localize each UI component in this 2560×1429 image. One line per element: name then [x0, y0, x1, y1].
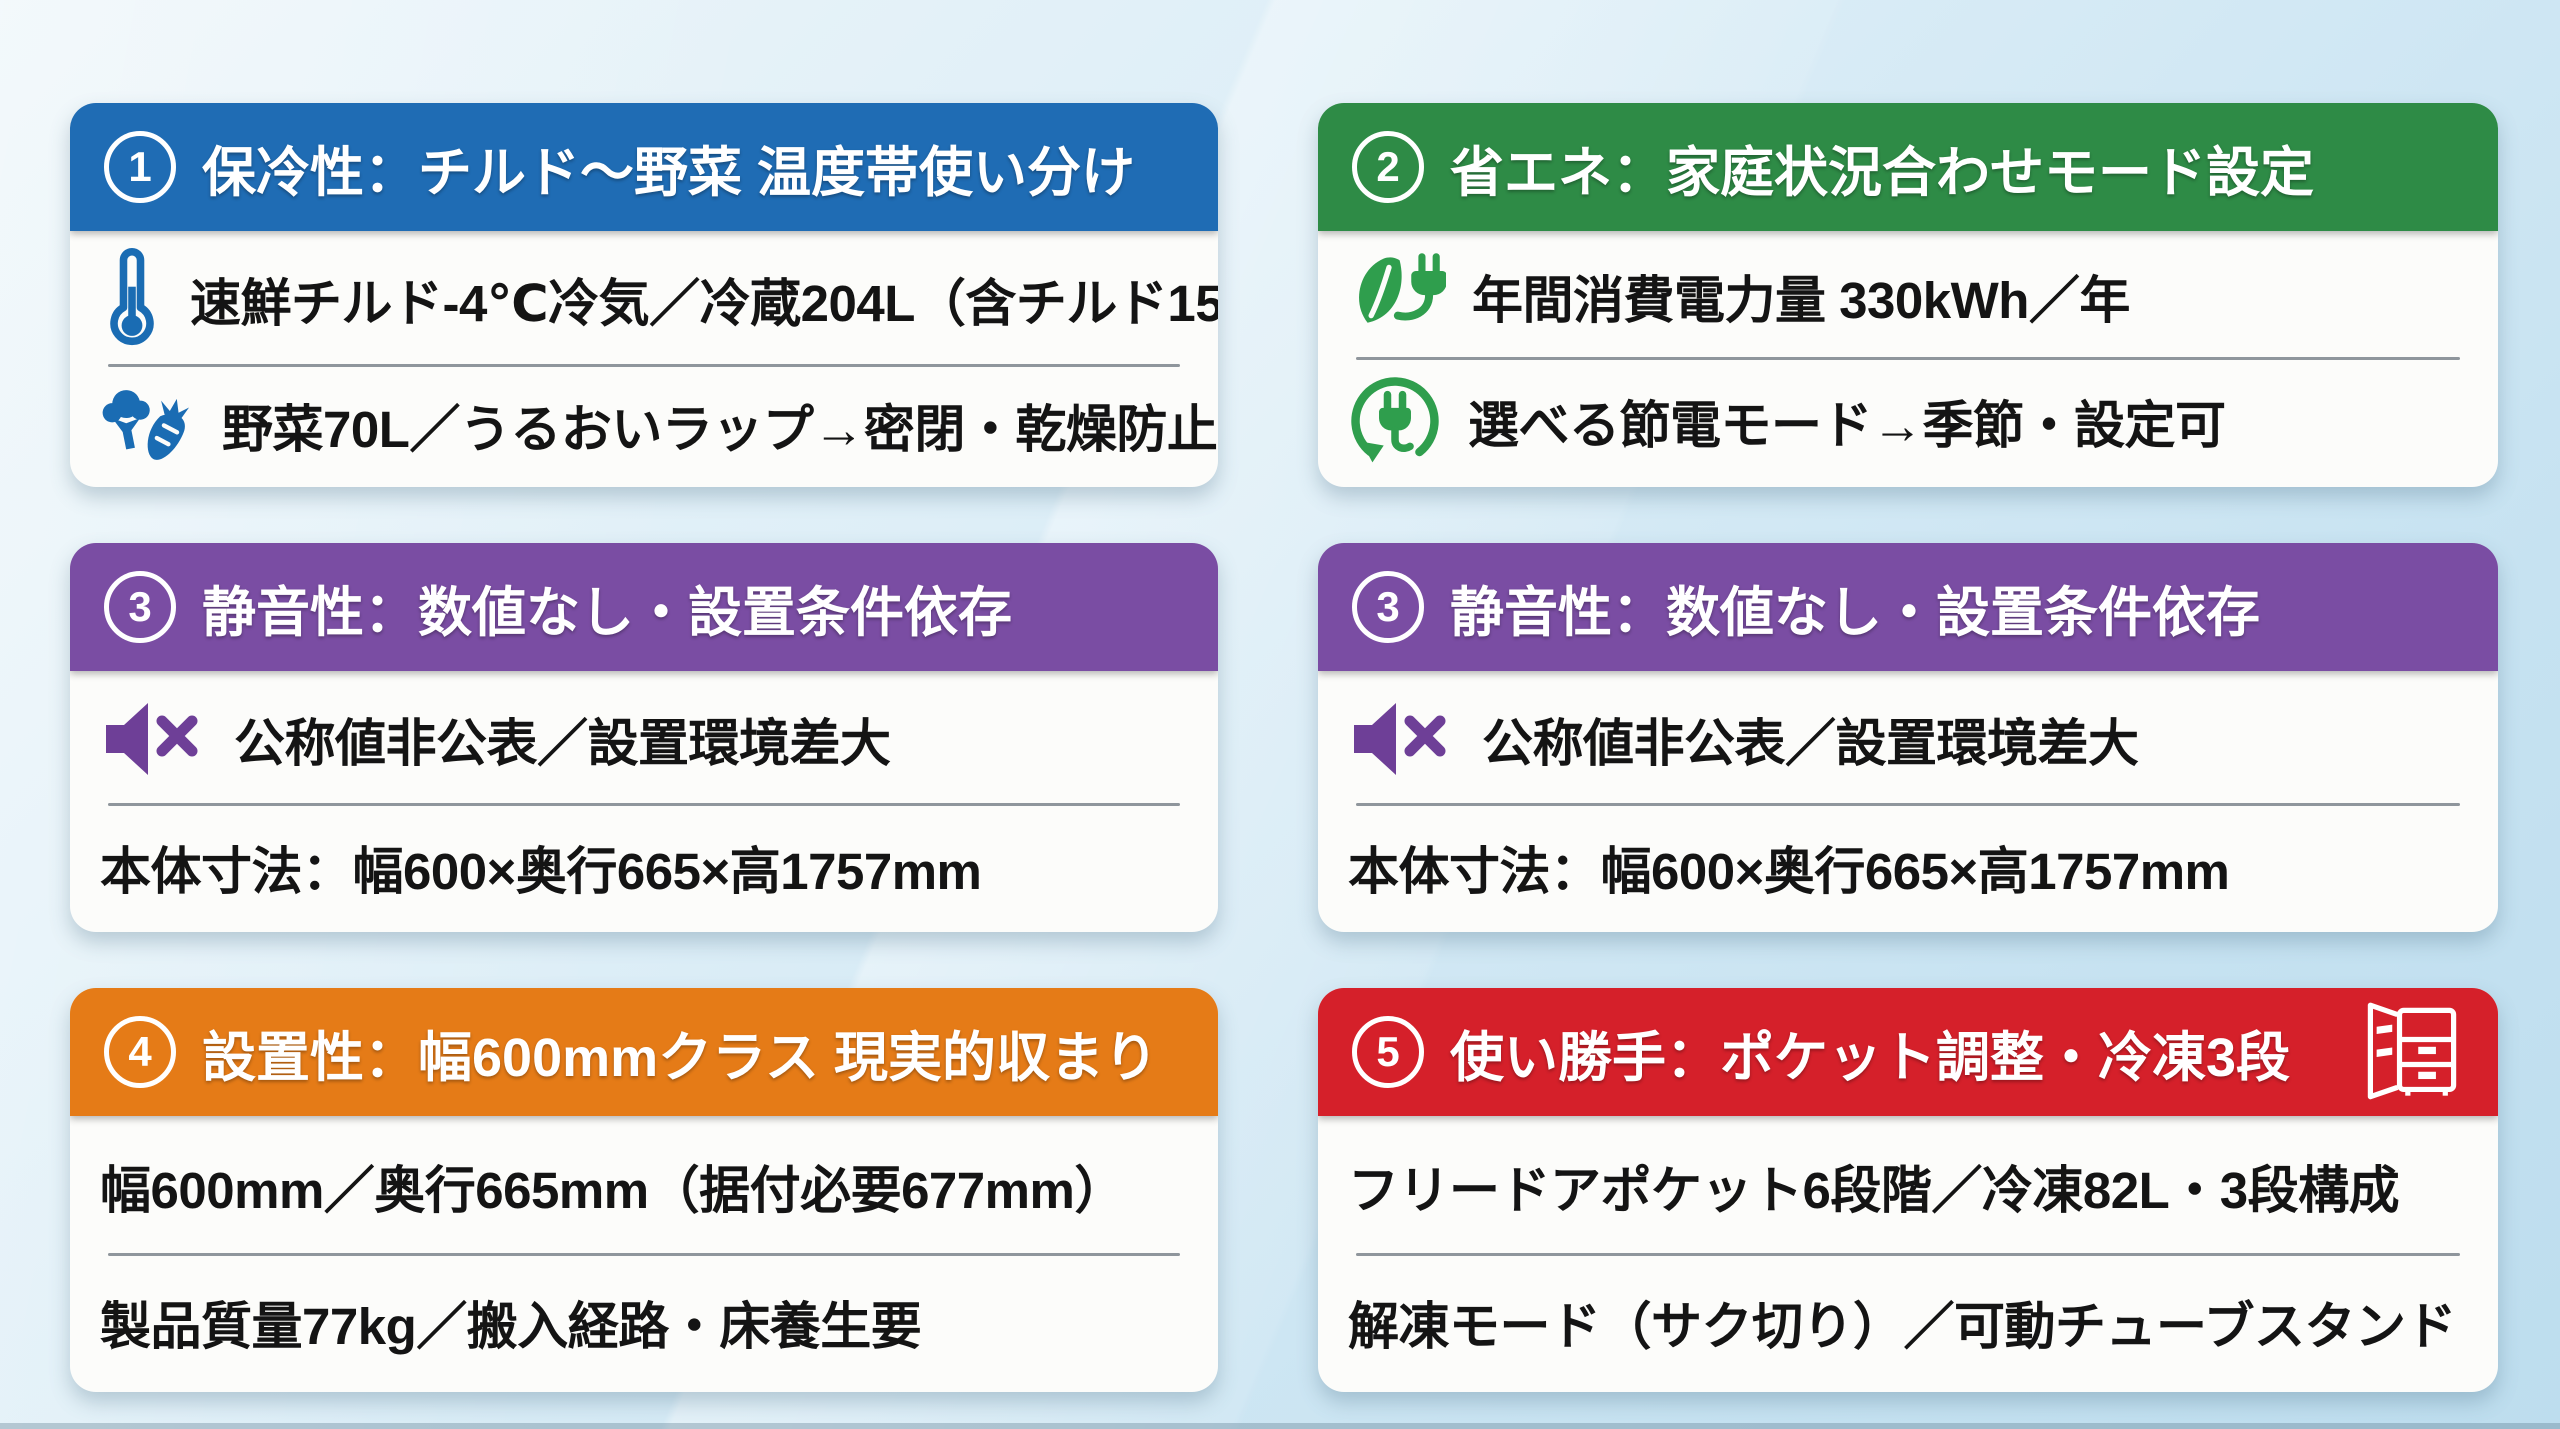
vegetables-icon	[100, 379, 196, 471]
card-title: 設置性：幅600mmクラス 現実的収まり	[202, 1027, 1159, 1088]
card-title: 使い勝手：ポケット調整・冷凍3段	[1450, 1027, 2291, 1088]
circled-number: 4	[104, 1016, 176, 1088]
card-usability-body: フリードアポケット6段階／冷凍82L・3段構成 解凍モード（サク切り）／可動チュ…	[1318, 1116, 2498, 1392]
card-quietness-right: 3 静音性：数値なし・設置条件依存 公称値非公表／設置環境差大 本体寸法：幅60…	[1318, 543, 2498, 932]
card-cooling-body: 速鮮チルド-4℃冷気／冷蔵204L（含チルド15L）	[70, 231, 1218, 487]
feature-text: 公称値非公表／設置環境差大	[234, 715, 891, 772]
refrigerator-open-door-icon	[2360, 1000, 2464, 1104]
speaker-mute-icon	[1348, 699, 1456, 779]
card-quietness-header: 3 静音性：数値なし・設置条件依存	[1318, 543, 2498, 671]
card-installability-header: 4 設置性：幅600mmクラス 現実的収まり	[70, 988, 1218, 1116]
divider	[1356, 1252, 2460, 1256]
card-title: 保冷性：チルド～野菜 温度帯使い分け	[202, 142, 1136, 203]
feature-text: 製品質量77kg／搬入経路・床養生要	[100, 1297, 922, 1355]
card-title: 省エネ：家庭状況合わせモード設定	[1450, 142, 2314, 203]
card-title: 静音性：数値なし・設置条件依存	[202, 582, 1012, 643]
divider	[108, 1252, 1180, 1256]
card-energy: 2 省エネ：家庭状況合わせモード設定 年間消費電力量 330kWh／年	[1318, 103, 2498, 487]
feature-text: 解凍モード（サク切り）／可動チューブスタンド	[1348, 1297, 2456, 1355]
card-quietness-header: 3 静音性：数値なし・設置条件依存	[70, 543, 1218, 671]
circled-number: 1	[104, 131, 176, 203]
feature-text: 年間消費電力量 330kWh／年	[1472, 271, 2130, 329]
divider	[1356, 803, 2460, 806]
divider	[108, 803, 1180, 806]
card-cooling: 1 保冷性：チルド～野菜 温度帯使い分け 速鮮チルド-4℃冷気／冷蔵204L（含…	[70, 103, 1218, 487]
circled-number: 2	[1352, 131, 1424, 203]
card-quietness-left: 3 静音性：数値なし・設置条件依存 公称値非公表／設置環境差大 本体寸法：幅60…	[70, 543, 1218, 932]
feature-text: 野菜70L／うるおいラップ→密閉・乾燥防止	[222, 400, 1218, 458]
divider	[108, 363, 1180, 367]
circled-number: 3	[1352, 571, 1424, 643]
circled-number: 5	[1352, 1016, 1424, 1088]
feature-row: 本体寸法：幅600×奥行665×高1757mm	[1348, 830, 2468, 904]
card-energy-header: 2 省エネ：家庭状況合わせモード設定	[1318, 103, 2498, 231]
card-cooling-header: 1 保冷性：チルド～野菜 温度帯使い分け	[70, 103, 1218, 231]
feature-text: 幅600mm／奥行665mm（据付必要677mm）	[100, 1162, 1125, 1220]
feature-text: 公称値非公表／設置環境差大	[1482, 715, 2139, 772]
divider	[1356, 356, 2460, 360]
card-installability: 4 設置性：幅600mmクラス 現実的収まり 幅600mm／奥行665mm（据付…	[70, 988, 1218, 1392]
feature-text: フリードアポケット6段階／冷凍82L・3段構成	[1348, 1162, 2400, 1220]
feature-row: 野菜70L／うるおいラップ→密閉・乾燥防止	[100, 379, 1218, 471]
card-usability: 5 使い勝手：ポケット調整・冷凍3段 フリードアポケッ	[1318, 988, 2498, 1392]
feature-row: 速鮮チルド-4℃冷気／冷蔵204L（含チルド15L）	[100, 247, 1218, 351]
card-quietness-body: 公称値非公表／設置環境差大 本体寸法：幅600×奥行665×高1757mm	[1318, 671, 2498, 932]
feature-row: 選べる節電モード→季節・設定可	[1348, 374, 2468, 468]
circled-number: 3	[104, 571, 176, 643]
leaf-plug-icon	[1348, 250, 1446, 342]
feature-text: 速鮮チルド-4℃冷気／冷蔵204L（含チルド15L）	[190, 275, 1218, 333]
thermometer-icon	[100, 247, 164, 351]
card-usability-header: 5 使い勝手：ポケット調整・冷凍3段	[1318, 988, 2498, 1116]
feature-row: 解凍モード（サク切り）／可動チューブスタンド	[1348, 1285, 2468, 1359]
card-energy-body: 年間消費電力量 330kWh／年 選べる節電モード→季節・設定可	[1318, 231, 2498, 487]
eco-plug-cycle-icon	[1348, 374, 1442, 468]
speaker-mute-icon	[100, 699, 208, 779]
feature-text: 本体寸法：幅600×奥行665×高1757mm	[100, 843, 982, 900]
card-quietness-body: 公称値非公表／設置環境差大 本体寸法：幅600×奥行665×高1757mm	[70, 671, 1218, 932]
feature-row: 年間消費電力量 330kWh／年	[1348, 250, 2468, 342]
feature-row: 幅600mm／奥行665mm（据付必要677mm）	[100, 1149, 1188, 1223]
feature-row: 公称値非公表／設置環境差大	[100, 699, 1188, 779]
feature-text: 本体寸法：幅600×奥行665×高1757mm	[1348, 843, 2230, 900]
card-title: 静音性：数値なし・設置条件依存	[1450, 582, 2260, 643]
feature-row: 製品質量77kg／搬入経路・床養生要	[100, 1285, 1188, 1359]
feature-row: フリードアポケット6段階／冷凍82L・3段構成	[1348, 1149, 2468, 1223]
feature-text: 選べる節電モード→季節・設定可	[1468, 397, 2226, 455]
feature-row: 公称値非公表／設置環境差大	[1348, 699, 2468, 779]
feature-row: 本体寸法：幅600×奥行665×高1757mm	[100, 830, 1188, 904]
card-installability-body: 幅600mm／奥行665mm（据付必要677mm） 製品質量77kg／搬入経路・…	[70, 1116, 1218, 1392]
